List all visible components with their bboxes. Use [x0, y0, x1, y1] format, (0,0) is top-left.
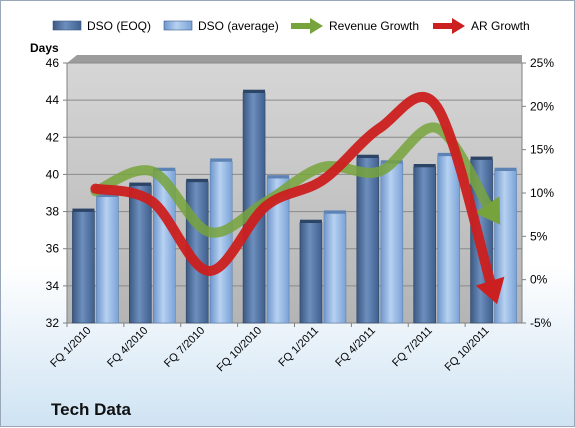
revenue-growth-arrowhead [474, 196, 501, 225]
x-tick-label: FQ 7/2011 [390, 325, 435, 370]
y2-tick-label: 20% [530, 99, 554, 113]
y-tick-label: 34 [46, 279, 60, 293]
x-tick-label: FQ 10/2010 [215, 325, 265, 375]
bar-dso-eoq [356, 157, 380, 324]
bar-dso-eoq-top [413, 164, 436, 167]
y-tick-label: 42 [46, 130, 60, 144]
legend-swatch [52, 20, 82, 31]
bar-dso-eoq [299, 222, 323, 324]
y-axis-label: Days [30, 41, 59, 55]
bar-dso-eoq-top [72, 208, 95, 212]
y2-tick-label: 0% [530, 273, 548, 287]
x-tick-label: FQ 4/2011 [333, 325, 378, 370]
bar-dso-average [209, 161, 233, 324]
x-tick-label: FQ 10/2011 [443, 325, 492, 374]
legend-label: DSO (EOQ) [87, 19, 151, 33]
bar-dso-eoq-top [186, 178, 209, 182]
legend-arrow-head [452, 18, 465, 34]
y2-tick-label: 10% [530, 186, 554, 200]
bar-dso-average [437, 155, 460, 324]
legend-label: DSO (average) [198, 19, 279, 33]
y2-tick-label: 25% [530, 56, 554, 70]
y-tick-label: 44 [46, 93, 60, 107]
legend-swatch [163, 20, 193, 31]
chart-title: Tech Data [51, 400, 131, 419]
bar-dso-average [96, 196, 119, 324]
bar-dso-eoq [413, 166, 436, 324]
bar-dso-average-top [323, 210, 346, 214]
bar-dso-eoq [129, 185, 152, 324]
bar-dso-eoq-top [470, 156, 493, 160]
legend-arrow-head [310, 18, 323, 34]
y2-tick-label: 15% [530, 143, 554, 157]
x-tick-label: FQ 4/2010 [105, 325, 150, 370]
legend-label: Revenue Growth [329, 19, 419, 33]
bar-dso-average [323, 213, 347, 324]
y-tick-label: 36 [46, 242, 60, 256]
bar-dso-average-top [437, 152, 460, 156]
legend-label: AR Growth [471, 19, 530, 33]
bar-dso-average-top [267, 175, 290, 179]
ar-growth-arrowhead [475, 276, 505, 305]
x-tick-label: FQ 7/2010 [162, 325, 207, 370]
bar-dso-eoq [72, 211, 95, 324]
bar-dso-average-top [210, 158, 233, 162]
y-tick-label: 32 [46, 316, 60, 330]
bar-dso-average-top [494, 167, 517, 171]
x-tick-label: FQ 1/2010 [48, 325, 93, 370]
bar-dso-eoq-top [356, 154, 379, 158]
y-tick-label: 40 [46, 167, 60, 181]
y2-tick-label: -5% [530, 316, 552, 330]
revenue-growth-line [90, 122, 495, 238]
ar-growth-line [90, 92, 497, 291]
bar-dso-average-top [96, 193, 119, 197]
bar-dso-eoq-top [299, 219, 322, 223]
x-tick-label: FQ 1/2011 [276, 325, 321, 370]
bar-dso-average-top [153, 167, 176, 171]
y-tick-label: 46 [46, 56, 60, 70]
bar-dso-eoq-top [129, 182, 152, 186]
bar-dso-eoq-top [243, 89, 266, 93]
y2-tick-label: 5% [530, 229, 548, 243]
y-tick-label: 38 [46, 205, 60, 219]
bar-dso-average [380, 162, 404, 324]
